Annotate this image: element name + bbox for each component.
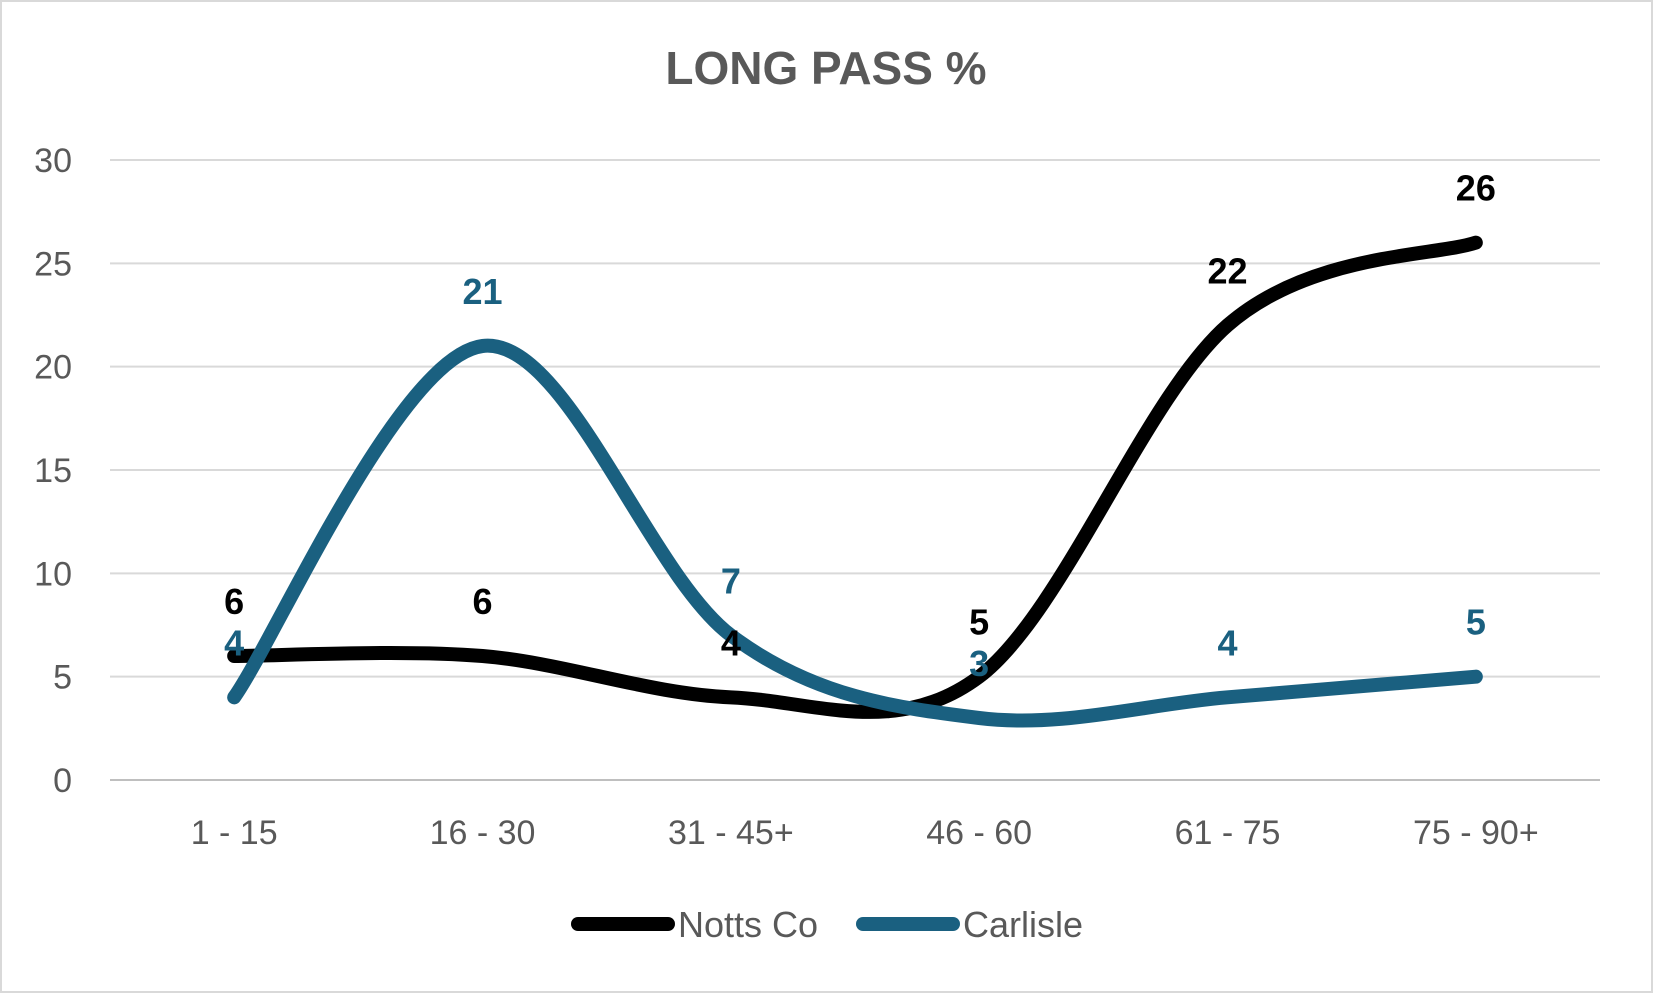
x-tick-label: 46 - 60 [926, 814, 1032, 852]
x-tick-label: 16 - 30 [430, 814, 536, 852]
x-tick-label: 31 - 45+ [668, 814, 794, 852]
y-tick-label: 15 [34, 452, 72, 490]
chart-title: LONG PASS % [665, 42, 986, 94]
x-tick-label: 75 - 90+ [1413, 814, 1539, 852]
y-tick-label: 30 [34, 142, 72, 180]
data-label: 5 [969, 602, 989, 643]
y-tick-label: 10 [34, 555, 72, 593]
legend-label: Notts Co [678, 904, 818, 945]
x-tick-label: 1 - 15 [191, 814, 278, 852]
series-line-notts-co [227, 235, 1483, 719]
legend-label: Carlisle [963, 904, 1083, 945]
data-label: 4 [224, 622, 244, 663]
data-label: 7 [721, 560, 741, 601]
data-label: 22 [1207, 250, 1247, 291]
y-tick-label: 0 [53, 762, 72, 800]
data-label: 4 [1217, 622, 1237, 663]
y-tick-label: 25 [34, 245, 72, 283]
y-tick-label: 20 [34, 349, 72, 387]
data-label: 21 [462, 271, 502, 312]
data-label: 6 [472, 581, 492, 622]
x-axis-ticks: 1 - 15 16 - 30 31 - 45+ 46 - 60 61 - 75 75 - … [191, 814, 1539, 852]
data-label: 4 [721, 622, 741, 663]
data-label: 5 [1466, 602, 1486, 643]
legend: Notts Co Carlisle [571, 904, 1083, 945]
series-lines [227, 235, 1483, 728]
y-tick-label: 5 [53, 659, 72, 697]
y-axis-ticks: 0 5 10 15 20 25 30 [34, 142, 72, 800]
data-label: 6 [224, 581, 244, 622]
x-tick-label: 61 - 75 [1175, 814, 1281, 852]
data-label: 3 [969, 643, 989, 684]
series-line-carlisle [227, 338, 1483, 728]
data-label: 26 [1456, 168, 1496, 209]
